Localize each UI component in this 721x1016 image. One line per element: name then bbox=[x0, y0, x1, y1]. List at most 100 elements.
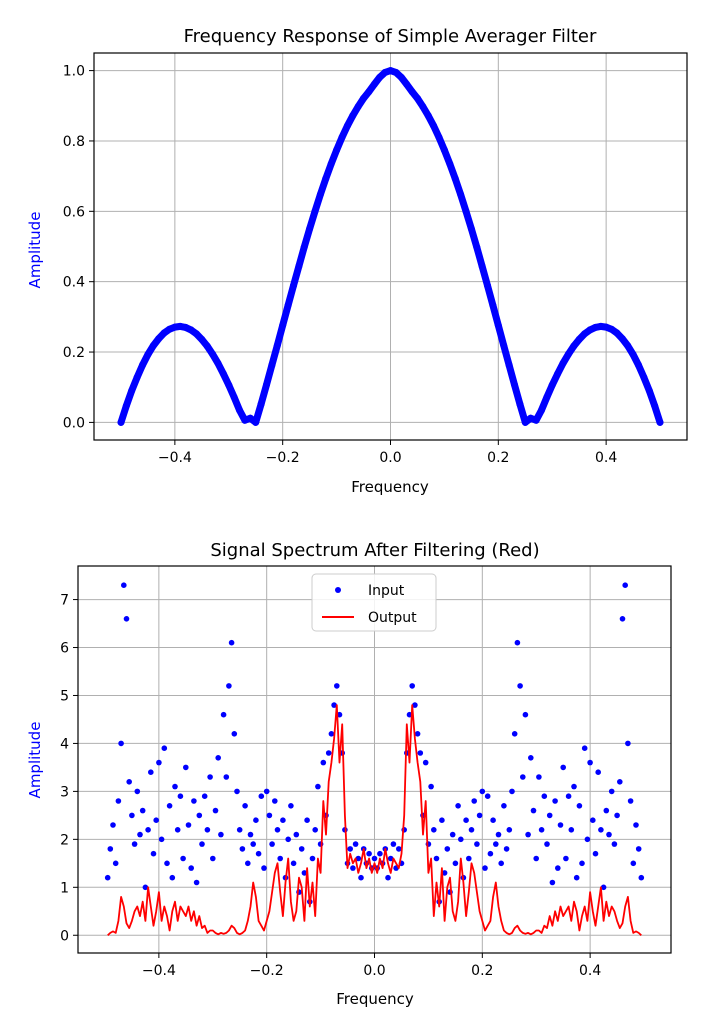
chart2-input-point bbox=[210, 855, 216, 862]
chart1-series-0-point bbox=[494, 321, 502, 329]
chart1-series-0-point bbox=[387, 67, 394, 75]
chart1-series-0-point bbox=[516, 400, 524, 408]
chart1-series-0-point bbox=[635, 361, 642, 369]
chart2-xtick-label: 0.4 bbox=[579, 963, 601, 979]
chart2-input-point bbox=[220, 711, 227, 718]
chart2-input-point bbox=[530, 807, 537, 814]
chart2-input-point bbox=[290, 860, 297, 867]
chart2-input-point bbox=[638, 874, 645, 881]
chart2-input-point bbox=[471, 798, 478, 804]
chart2-input-point bbox=[600, 884, 607, 891]
chart1-series-0-point bbox=[117, 418, 125, 426]
chart1-series-0-point bbox=[532, 416, 540, 424]
chart2-input-point bbox=[126, 779, 132, 785]
chart1-series-0-point bbox=[187, 326, 195, 334]
chart1-series-0-point bbox=[360, 94, 367, 102]
chart2-ticks: −0.4 −0.2 0.0 0.2 0.4 0 1 2 3 4 5 6 7 bbox=[60, 593, 601, 979]
chart2-input-point bbox=[269, 841, 275, 847]
chart2-input-point bbox=[301, 870, 308, 876]
chart2-input-point bbox=[158, 836, 165, 843]
chart2-input-point bbox=[350, 865, 356, 871]
legend-output-label: Output bbox=[368, 610, 417, 626]
chart1-series-0-point bbox=[559, 359, 567, 367]
chart1-series-0-point bbox=[586, 326, 594, 334]
chart2-input-point bbox=[476, 812, 483, 819]
chart2-input-point bbox=[174, 827, 181, 833]
chart2-input-point bbox=[635, 846, 642, 852]
chart2-input-point bbox=[517, 683, 523, 689]
chart1-series-0-point bbox=[570, 342, 578, 350]
chart2-input-point bbox=[606, 831, 612, 838]
chart1-ytick-label: 0.0 bbox=[63, 415, 85, 431]
chart2-input-point bbox=[552, 798, 558, 804]
chart2-input-point bbox=[304, 817, 310, 823]
chart1-series-0-point bbox=[467, 225, 475, 233]
chart2-frame bbox=[77, 565, 672, 954]
chart1-series-0-point bbox=[440, 146, 448, 154]
chart2-ytick-label: 2 bbox=[60, 832, 69, 848]
chart2-input-point bbox=[358, 874, 364, 881]
chart2-input-point bbox=[617, 779, 623, 785]
chart1-series-0-point bbox=[354, 103, 362, 110]
chart2-input-point bbox=[247, 831, 254, 838]
chart2-input-point bbox=[487, 850, 494, 857]
chart2-ytick-label: 0 bbox=[60, 928, 69, 944]
chart1-series-0-point bbox=[171, 323, 179, 331]
chart2-input-point bbox=[568, 827, 575, 833]
chart1-series-0-point bbox=[446, 160, 454, 168]
chart2-ytick-label: 1 bbox=[60, 880, 69, 896]
chart2-input-point bbox=[334, 683, 340, 689]
chart1-series-0-point bbox=[327, 160, 335, 168]
chart1-series-0-point bbox=[176, 322, 184, 330]
chart1-series-0-point bbox=[279, 321, 287, 329]
chart1-series-0-point bbox=[311, 207, 319, 215]
chart2-input-point bbox=[627, 798, 634, 804]
chart1-series-0-point bbox=[300, 243, 308, 251]
chart2-input-point bbox=[266, 812, 273, 819]
chart2-input-point bbox=[630, 860, 637, 867]
chart2-input-point bbox=[234, 788, 240, 795]
chart1-series-0-point bbox=[306, 225, 314, 233]
chart2-input-point bbox=[414, 731, 421, 737]
chart1-marks bbox=[117, 67, 664, 426]
chart1-series-0-point bbox=[343, 122, 351, 130]
chart2-marks bbox=[104, 582, 645, 936]
chart1-series-0-point bbox=[548, 381, 556, 389]
chart2-input-point bbox=[242, 803, 248, 809]
chart2-input-point bbox=[191, 798, 197, 804]
chart2-input-point bbox=[207, 774, 213, 780]
chart2-input-point bbox=[104, 874, 111, 881]
chart2-input-point bbox=[503, 846, 510, 852]
chart1-series-0-point bbox=[457, 190, 465, 198]
chart2-input-point bbox=[595, 769, 601, 775]
chart2-input-point bbox=[129, 812, 135, 819]
chart2-xtick-label: −0.2 bbox=[250, 963, 284, 979]
chart2-input-point bbox=[581, 745, 588, 751]
legend-input-marker bbox=[335, 587, 341, 593]
chart2-ytick-label: 5 bbox=[60, 688, 69, 704]
chart2-input-point bbox=[428, 783, 434, 790]
chart1-series-0-point bbox=[128, 387, 136, 395]
chart2-input-point bbox=[115, 798, 122, 804]
chart2-input-point bbox=[573, 874, 580, 881]
chart1-series-0-point bbox=[597, 322, 605, 330]
chart2-input-point bbox=[525, 831, 531, 838]
chart1-series-0-point bbox=[414, 94, 421, 102]
chart1-series-0-point bbox=[122, 402, 130, 410]
chart2-input-point bbox=[387, 855, 394, 862]
chart1-grid bbox=[94, 53, 687, 440]
chart2-input-point bbox=[444, 846, 451, 852]
chart2-input-point bbox=[625, 740, 631, 747]
chart2-ytick-label: 4 bbox=[60, 736, 69, 752]
chart2-input-point bbox=[466, 855, 472, 862]
chart2-input-point bbox=[533, 855, 539, 862]
chart1-series-0-point bbox=[554, 370, 562, 378]
chart1-series-0-point bbox=[511, 381, 518, 389]
chart2-input-point bbox=[514, 639, 521, 646]
chart1-series-0-point bbox=[575, 335, 583, 343]
chart1-series-0-point bbox=[527, 414, 535, 422]
chart2-input-point bbox=[390, 841, 397, 847]
chart2-input-point bbox=[506, 827, 513, 833]
chart1-series-0-point bbox=[160, 329, 168, 337]
